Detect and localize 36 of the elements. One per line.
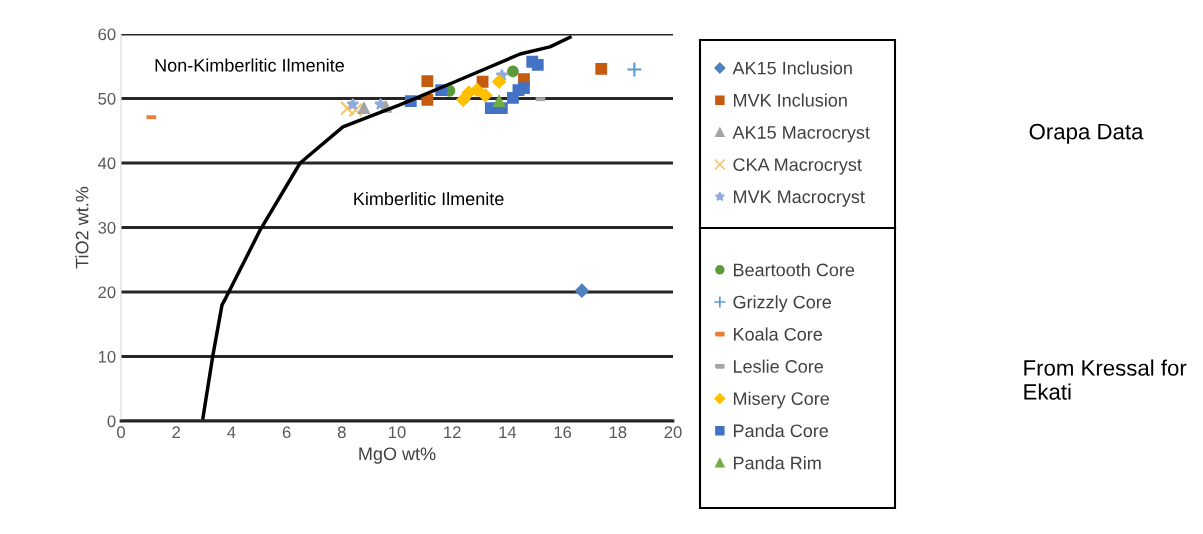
y-tick-label: 10 xyxy=(98,350,116,363)
y-tick-label: 30 xyxy=(98,221,116,234)
text: Orapa Data xyxy=(1029,123,1144,144)
legend-label: AK15 Macrocryst xyxy=(732,126,870,143)
x-tick-label: 20 xyxy=(664,426,682,439)
x-tick-label: 4 xyxy=(227,426,236,438)
annotation: Non-Kimberlitic Ilmenite xyxy=(155,58,344,72)
legend-label: Panda Core xyxy=(733,423,829,438)
y-tick-label: 50 xyxy=(98,92,116,105)
legend-label: MVK Inclusion xyxy=(733,93,847,107)
x-tick-label: 8 xyxy=(337,426,346,439)
x-tick-label: 12 xyxy=(444,426,461,438)
annotation: Kimberlitic Ilmenite xyxy=(354,191,504,206)
y-tick-label: 20 xyxy=(98,286,116,299)
legend-label: Beartooth Core xyxy=(733,263,855,277)
text: From Kressal for Ekati xyxy=(1024,359,1187,400)
y-axis-title: TiO2 wt.% xyxy=(75,186,89,269)
legend-label: Misery Core xyxy=(733,391,830,409)
legend-label: Panda Rim xyxy=(733,456,821,470)
legend-label: Koala Core xyxy=(733,327,823,341)
y-tick-label: 0 xyxy=(107,415,116,428)
y-tick-label: 60 xyxy=(98,28,116,41)
legend-label: Leslie Core xyxy=(733,359,824,373)
x-axis-title: MgO wt% xyxy=(359,447,436,464)
y-tick-label: 40 xyxy=(97,157,116,170)
x-tick-label: 18 xyxy=(609,426,627,439)
legend-label: CKA Macrocryst xyxy=(733,158,862,175)
x-tick-label: 0 xyxy=(117,426,125,439)
x-tick-label: 6 xyxy=(282,426,291,439)
x-tick-label: 14 xyxy=(499,426,517,438)
x-tick-label: 16 xyxy=(554,426,572,439)
x-tick-label: 10 xyxy=(389,426,406,439)
legend-label: AK15 Inclusion xyxy=(732,61,852,75)
x-tick-label: 2 xyxy=(172,426,180,438)
legend-label: Grizzly Core xyxy=(733,295,832,313)
legend-label: MVK Macrocryst xyxy=(733,190,865,207)
